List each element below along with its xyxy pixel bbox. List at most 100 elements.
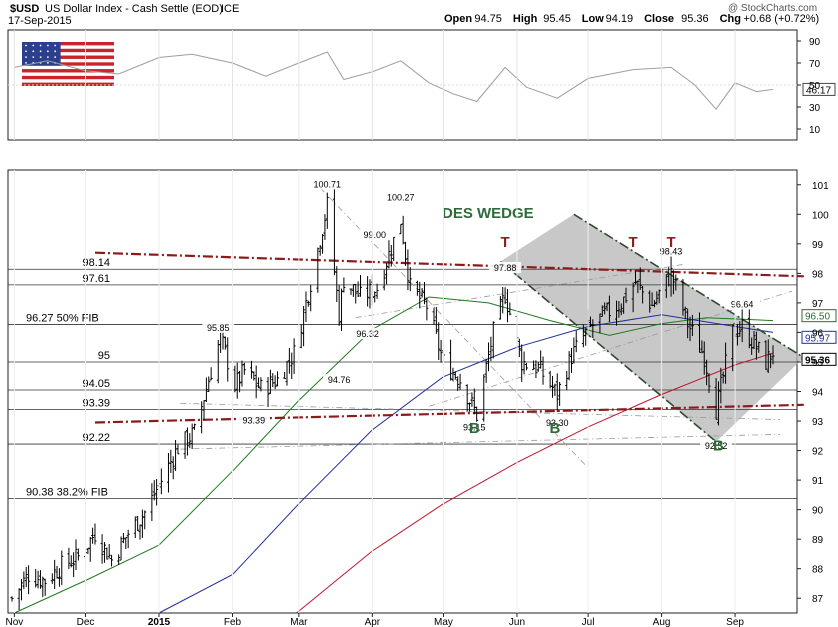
- flag-star: [32, 44, 35, 47]
- price-bar: [415, 280, 419, 296]
- price-bar: [584, 327, 588, 346]
- flag-stripe: [22, 55, 114, 59]
- price-bar: [534, 360, 538, 379]
- ohlc-value: 94.19: [606, 13, 634, 25]
- price-bar: [249, 360, 253, 379]
- price-bar: [209, 367, 213, 381]
- flag-stripe: [22, 42, 114, 46]
- price-bar: [60, 550, 64, 586]
- price-bar: [259, 377, 263, 392]
- price-bar: [185, 427, 189, 456]
- price-bar: [368, 279, 372, 309]
- price-bar: [714, 378, 718, 420]
- price-bar: [159, 468, 163, 495]
- level-label: 92.22: [82, 432, 110, 444]
- price-bar: [69, 555, 73, 568]
- price-tag-value: 95.36: [805, 355, 830, 366]
- rsi-last-box: [802, 82, 836, 96]
- point-label-bg: [458, 421, 491, 433]
- price-bar: [105, 547, 109, 560]
- price-tick-label: 98: [812, 269, 824, 280]
- level-label: 96.27 50% FIB: [26, 312, 99, 324]
- pattern-mark-b: B: [549, 420, 560, 437]
- symbol-title: $USD: [10, 3, 39, 15]
- price-bar: [354, 283, 358, 304]
- x-tick-label: Feb: [224, 617, 242, 627]
- price-bar: [498, 296, 502, 320]
- price-bar: [10, 596, 14, 602]
- flag-canton: [22, 42, 61, 66]
- price-bar: [707, 373, 711, 393]
- price-bar: [188, 433, 192, 448]
- price-bar: [285, 360, 289, 386]
- chart-date: 17-Sep-2015: [8, 15, 72, 27]
- price-bar: [522, 351, 526, 375]
- x-tick-label: Jun: [509, 617, 525, 627]
- price-bar: [451, 367, 455, 382]
- price-bar: [605, 302, 609, 312]
- price-bar: [624, 287, 628, 304]
- rsi-line: [14, 51, 774, 111]
- price-bar: [420, 288, 424, 298]
- level-label: 95: [98, 350, 110, 362]
- price-tag-box: [801, 309, 837, 323]
- price-bar: [242, 362, 246, 375]
- level-label-bg: [74, 377, 112, 390]
- price-bar: [254, 365, 258, 399]
- price-bar: [382, 269, 386, 291]
- price-bar: [100, 534, 104, 564]
- flag-star: [47, 44, 49, 47]
- price-bar: [387, 240, 391, 269]
- price-bar: [432, 307, 436, 325]
- price-bar: [72, 552, 76, 578]
- price-bar: [408, 267, 412, 292]
- price-bar: [171, 456, 175, 480]
- price-bar: [468, 402, 472, 412]
- price-bar: [555, 373, 559, 412]
- price-bar: [548, 370, 552, 389]
- price-bar: [337, 284, 341, 326]
- flag-star: [32, 56, 35, 58]
- price-bar: [434, 306, 438, 334]
- ma-slow-line: [296, 352, 774, 614]
- flag-star: [54, 56, 57, 58]
- trendline-wedge-lower: [499, 260, 717, 443]
- flag-star: [25, 50, 27, 53]
- price-bar: [517, 338, 521, 358]
- price-tick-label: 91: [812, 476, 824, 487]
- pattern-mark-t: T: [629, 234, 638, 251]
- price-bar: [470, 392, 474, 407]
- price-bar: [207, 376, 211, 392]
- price-tick-label: 99: [812, 240, 824, 251]
- price-bar: [484, 358, 488, 383]
- ohlc-value: 94.75: [474, 13, 502, 25]
- point-label-bg: [237, 414, 270, 426]
- price-bar: [607, 295, 611, 323]
- ohlc-label: High: [513, 13, 538, 25]
- point-label-bg: [323, 374, 356, 386]
- us-flag-icon: [22, 42, 114, 86]
- price-bar: [747, 308, 751, 349]
- price-bar: [702, 341, 706, 375]
- price-bar: [553, 383, 557, 396]
- price-bar: [323, 214, 327, 240]
- price-bar: [385, 263, 389, 285]
- price-bar: [705, 359, 709, 386]
- price-bar: [36, 570, 40, 589]
- price-bar: [276, 371, 280, 387]
- price-bar: [591, 319, 595, 339]
- price-tick-label: 100: [812, 210, 829, 221]
- flag-star: [47, 62, 49, 64]
- price-tick-label: 94: [812, 388, 824, 399]
- aux-trendline: [355, 264, 683, 319]
- ohlc-value: +0.68 (+0.72%): [743, 13, 819, 25]
- price-bar: [638, 267, 642, 290]
- price-bar: [150, 483, 154, 522]
- price-bar: [138, 524, 142, 540]
- ma-mid-line: [158, 314, 774, 614]
- price-bar: [392, 236, 396, 262]
- flag-star: [39, 56, 42, 58]
- price-bar: [716, 381, 720, 426]
- price-bar: [55, 565, 59, 579]
- price-tick-label: 87: [812, 594, 824, 605]
